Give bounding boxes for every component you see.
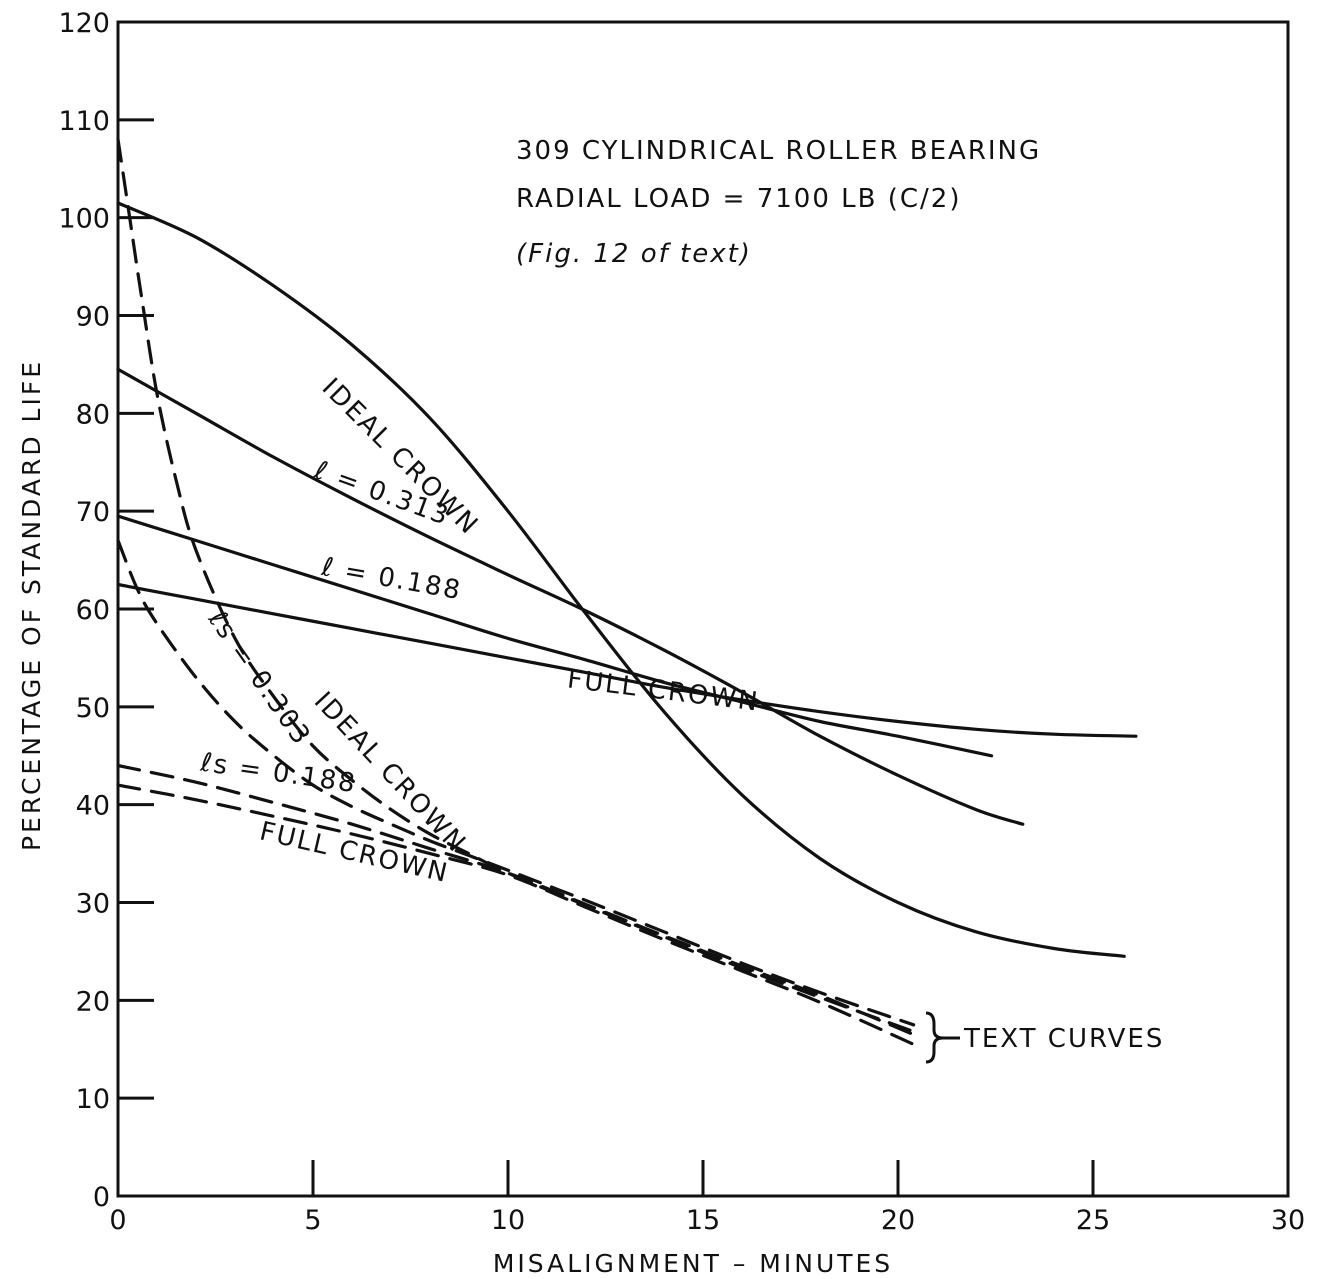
series-line-solid-2 [116, 514, 994, 758]
x-tick-label: 0 [109, 1205, 126, 1236]
y-tick-label: 110 [58, 106, 110, 137]
y-tick-label: 40 [76, 791, 110, 822]
series-line-dashed-6 [116, 763, 916, 1037]
y-axis-title: PERCENTAGE OF STANDARD LIFE [17, 359, 46, 851]
curve-label-5: ℓs = 0.303 [201, 605, 316, 752]
y-tick-label: 70 [76, 497, 110, 528]
curve-label-6: ℓs = 0.188 [198, 748, 359, 800]
y-tick-label: 80 [76, 399, 110, 430]
y-tick-label: 10 [76, 1084, 110, 1115]
x-tick-label: 5 [304, 1205, 321, 1236]
text-curves-bracket: TEXT CURVES [925, 1011, 1164, 1064]
annotation-line-1: 309 CYLINDRICAL ROLLER BEARING [516, 136, 1041, 166]
series-line-dashed-4 [116, 137, 916, 1034]
series-line-dashed-7 [116, 783, 916, 1046]
series-lines [116, 137, 1138, 1046]
x-tick-label: 10 [491, 1205, 525, 1236]
curve-label-2: ℓ = 0.188 [319, 552, 465, 606]
y-tick-label: 50 [76, 693, 110, 724]
annotation-line-2: RADIAL LOAD = 7100 LB (C/2) [516, 184, 961, 214]
y-tick-label: 0 [93, 1182, 110, 1213]
brace-mark [925, 1011, 944, 1064]
bracket-label: TEXT CURVES [963, 1024, 1164, 1054]
y-tick-label: 120 [58, 8, 110, 39]
y-tick-label: 20 [76, 986, 110, 1017]
x-tick-label: 30 [1271, 1205, 1305, 1236]
y-tick-label: 60 [76, 595, 110, 626]
y-tick-label: 90 [76, 302, 110, 333]
annotation-line-3: (Fig. 12 of text) [516, 239, 752, 269]
axis-ticks: 0 5 10 15 20 25 30 0 10 20 30 40 50 60 70 80 90 100 110 120 [58, 8, 1305, 1236]
x-tick-label: 20 [881, 1205, 915, 1236]
y-tick-label: 100 [58, 204, 110, 235]
x-tick-label: 25 [1076, 1205, 1110, 1236]
x-axis-title: MISALIGNMENT – MINUTES [493, 1249, 893, 1278]
annotation-block: 309 CYLINDRICAL ROLLER BEARING RADIAL LO… [516, 136, 1041, 269]
x-tick-label: 15 [686, 1205, 720, 1236]
series-line-solid-3 [116, 582, 1138, 738]
y-tick-label: 30 [76, 889, 110, 920]
series-line-solid-1 [116, 367, 1025, 826]
series-line-solid-0 [116, 201, 1126, 958]
series-line-dashed-5 [116, 538, 916, 1027]
